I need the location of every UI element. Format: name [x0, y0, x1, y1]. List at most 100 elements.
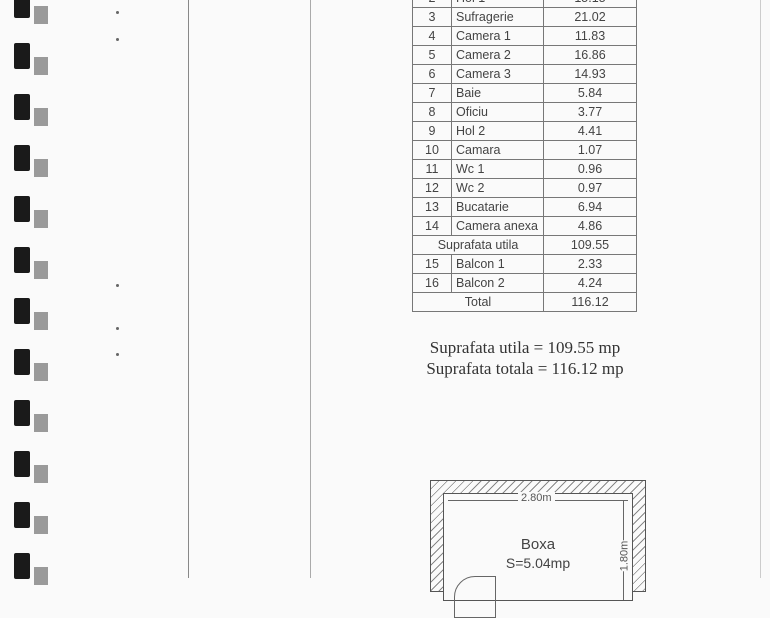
table-cell: 11	[412, 159, 452, 179]
table-row: 10 Camara 1.07	[412, 140, 637, 160]
binding-ring	[14, 502, 30, 528]
binding-hole	[34, 465, 48, 483]
table-cell: Camera 3	[451, 64, 544, 84]
table-cell: Sufragerie	[451, 7, 544, 27]
binding-ring	[14, 298, 30, 324]
binding-ring	[14, 451, 30, 477]
table-row: 12 Wc 2 0.97	[412, 178, 637, 198]
table-cell: 15.15	[543, 0, 637, 8]
table-row: 6 Camera 3 14.93	[412, 64, 637, 84]
table-cell: 5.84	[543, 83, 637, 103]
table-cell: 7	[412, 83, 452, 103]
table-cell: Wc 2	[451, 178, 544, 198]
punch-mark	[116, 11, 119, 14]
table-cell: 14.93	[543, 64, 637, 84]
table-cell: 4	[412, 26, 452, 46]
table-cell: Hol 1	[451, 0, 544, 8]
table-cell: Suprafata utila	[412, 235, 544, 255]
table-cell: 2.33	[543, 254, 637, 274]
binding-ring	[14, 553, 30, 579]
width-dimension: 2.80m	[518, 492, 555, 504]
table-row: 9 Hol 2 4.41	[412, 121, 637, 141]
binding-hole	[34, 516, 48, 534]
table-cell: 5	[412, 45, 452, 65]
page-divider	[188, 0, 189, 578]
table-row: 11 Wc 1 0.96	[412, 159, 637, 179]
table-row: 7 Baie 5.84	[412, 83, 637, 103]
table-cell: 21.02	[543, 7, 637, 27]
binding-ring	[14, 145, 30, 171]
table-cell: 2	[412, 0, 452, 8]
binding-ring	[14, 43, 30, 69]
table-cell: Hol 2	[451, 121, 544, 141]
table-cell: 4.41	[543, 121, 637, 141]
table-cell: 11.83	[543, 26, 637, 46]
binding-ring	[14, 0, 30, 18]
usable-area-summary: Suprafata utila = 109.55 mp	[429, 338, 621, 357]
table-row: 13 Bucatarie 6.94	[412, 197, 637, 217]
page-divider	[310, 0, 311, 578]
binding-hole	[34, 312, 48, 330]
table-cell: Balcon 1	[451, 254, 544, 274]
total-area-summary: Suprafata totala = 116.12 mp	[426, 359, 624, 378]
table-cell: 3.77	[543, 102, 637, 122]
table-cell: Camera 2	[451, 45, 544, 65]
table-cell: Wc 1	[451, 159, 544, 179]
binding-ring	[14, 196, 30, 222]
table-row: 8 Oficiu 3.77	[412, 102, 637, 122]
punch-mark	[116, 284, 119, 287]
binding-hole	[34, 108, 48, 126]
binding-hole	[34, 414, 48, 432]
table-row: 16 Balcon 2 4.24	[412, 273, 637, 293]
table-cell: 6	[412, 64, 452, 84]
floor-plan-boxa: 2.80m 1.80m Boxa S=5.04mp	[430, 480, 646, 618]
table-cell: 4.86	[543, 216, 637, 236]
binding-hole	[34, 261, 48, 279]
binding-hole	[34, 363, 48, 381]
binding-ring	[14, 400, 30, 426]
table-row: 4 Camera 1 11.83	[412, 26, 637, 46]
room-area: S=5.04mp	[505, 555, 571, 571]
table-cell: Balcon 2	[451, 273, 544, 293]
punch-mark	[116, 353, 119, 356]
table-cell: 116.12	[543, 292, 637, 312]
punch-mark	[116, 38, 119, 41]
table-cell: 3	[412, 7, 452, 27]
punch-mark	[116, 327, 119, 330]
room-name: Boxa	[520, 536, 556, 553]
table-cell: 0.97	[543, 178, 637, 198]
binding-hole	[34, 210, 48, 228]
table-row: 2Hol 115.15	[412, 0, 637, 8]
table-cell: 9	[412, 121, 452, 141]
door-swing	[454, 576, 496, 618]
binding-hole	[34, 159, 48, 177]
table-cell: 15	[412, 254, 452, 274]
table-cell: 109.55	[543, 235, 637, 255]
table-cell: Camera 1	[451, 26, 544, 46]
table-cell: 12	[412, 178, 452, 198]
table-row: Total 116.12	[412, 292, 637, 312]
table-cell: 16	[412, 273, 452, 293]
table-row: 14 Camera anexa 4.86	[412, 216, 637, 236]
table-row: 15 Balcon 1 2.33	[412, 254, 637, 274]
table-cell: Total	[412, 292, 544, 312]
table-cell: Oficiu	[451, 102, 544, 122]
table-cell: 4.24	[543, 273, 637, 293]
binding-ring	[14, 247, 30, 273]
table-cell: Camara	[451, 140, 544, 160]
table-cell: Baie	[451, 83, 544, 103]
table-cell: 8	[412, 102, 452, 122]
binding-hole	[34, 6, 48, 24]
table-cell: 6.94	[543, 197, 637, 217]
table-row: 3 Sufragerie 21.02	[412, 7, 637, 27]
binding-hole	[34, 567, 48, 585]
table-cell: Bucatarie	[451, 197, 544, 217]
table-cell: 13	[412, 197, 452, 217]
page-edge	[760, 0, 761, 578]
table-cell: 16.86	[543, 45, 637, 65]
table-cell: 1.07	[543, 140, 637, 160]
binding-hole	[34, 57, 48, 75]
binding-ring	[14, 349, 30, 375]
table-row: Suprafata utila 109.55	[412, 235, 637, 255]
